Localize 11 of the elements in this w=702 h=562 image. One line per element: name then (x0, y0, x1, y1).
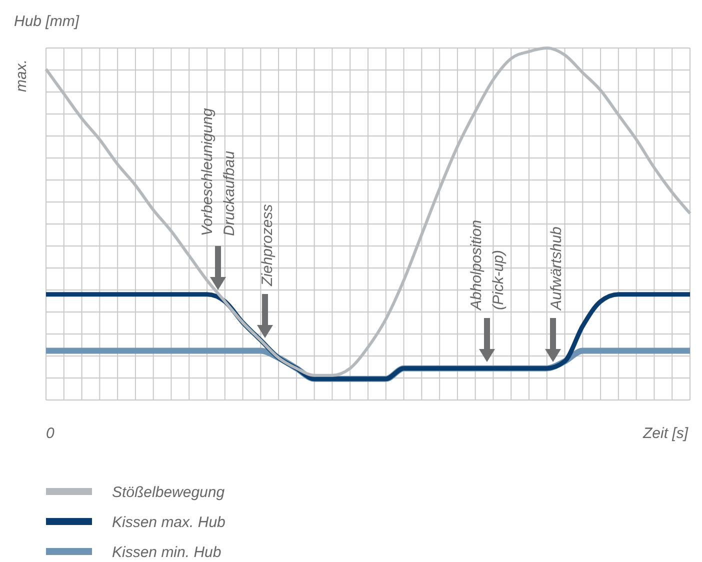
legend-label: Kissen max. Hub (112, 514, 226, 531)
annotation: Abholposition (Pick-up) (468, 220, 507, 311)
annotation: Vorbeschleunigung Druckaufbau (199, 107, 238, 236)
text: 0 (46, 425, 55, 442)
y-axis-title: Hub [mm] (14, 13, 80, 30)
x-axis-title: Zeit [s] (642, 425, 689, 442)
legend-label: Kissen min. Hub (112, 544, 222, 561)
legend-label: Stößelbewegung (112, 484, 226, 501)
annotation: Aufwärtshub (548, 226, 565, 311)
annotation: Ziehprozess (259, 204, 276, 287)
text: max. (13, 59, 30, 92)
